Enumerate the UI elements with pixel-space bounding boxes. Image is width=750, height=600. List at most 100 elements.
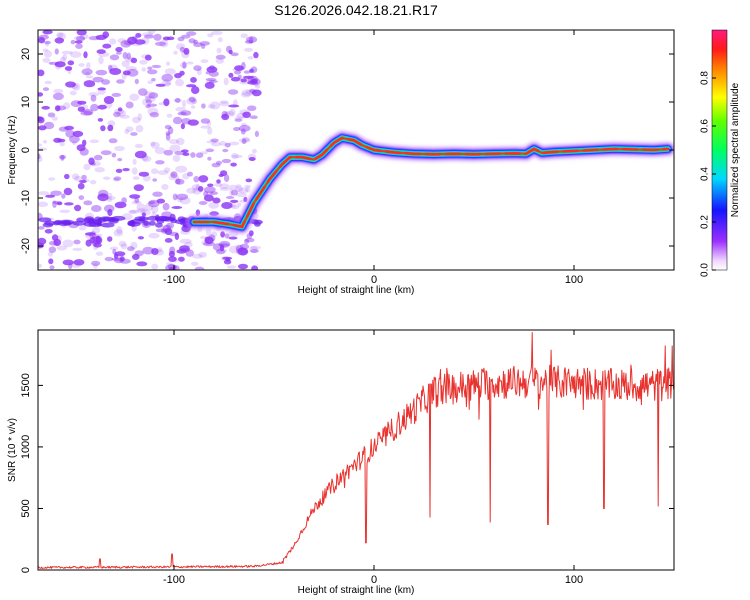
noise-blob <box>161 73 173 82</box>
noise-blob <box>95 236 103 245</box>
noise-blob <box>171 206 183 209</box>
noise-blob <box>83 200 93 206</box>
snr-x-tick-label: 100 <box>565 574 583 586</box>
noise-blob <box>170 171 178 179</box>
noise-blob <box>88 36 101 41</box>
noise-blob <box>144 91 156 99</box>
noise-band-blob <box>72 220 87 226</box>
noise-blob <box>172 116 183 125</box>
noise-blob <box>113 229 124 237</box>
noise-blob <box>216 160 222 165</box>
noise-blob <box>236 192 247 198</box>
noise-blob <box>53 238 62 247</box>
noise-blob <box>240 33 248 39</box>
noise-blob <box>230 199 239 203</box>
noise-blob <box>248 230 254 237</box>
noise-blob <box>241 61 246 70</box>
noise-blob <box>118 240 127 247</box>
noise-blob <box>63 187 73 196</box>
noise-blob <box>43 50 53 58</box>
noise-blob <box>117 107 123 112</box>
noise-blob <box>193 65 202 71</box>
colorbar-label: Normalized spectral amplitude <box>730 82 741 217</box>
noise-blob <box>246 36 258 43</box>
frequency-ridge <box>186 130 674 235</box>
noise-blob <box>59 154 66 160</box>
noise-blob <box>205 77 217 82</box>
noise-blob <box>42 48 49 52</box>
noise-blob <box>166 113 173 118</box>
colorbar-tick-label: 0.6 <box>700 119 711 133</box>
noise-blob <box>78 195 85 201</box>
noise-blob <box>107 208 113 217</box>
noise-band-blob <box>174 219 188 225</box>
noise-blob <box>240 128 246 135</box>
noise-blob <box>69 135 80 144</box>
noise-blob <box>138 88 148 96</box>
noise-blob <box>107 192 113 199</box>
noise-blob <box>248 157 256 161</box>
colorbar-tick-label: 0.2 <box>700 215 711 229</box>
colorbar-tick-label: 0.8 <box>700 71 711 85</box>
spectrogram-x-label: Height of straight line (km) <box>298 285 415 296</box>
noise-blob <box>242 111 251 119</box>
noise-blob <box>147 69 158 75</box>
noise-blob <box>53 88 64 94</box>
noise-blob <box>72 247 83 251</box>
noise-blob <box>88 157 95 165</box>
noise-blob <box>206 190 214 196</box>
noise-blob <box>181 50 190 59</box>
noise-blob <box>233 99 238 107</box>
noise-blob <box>109 246 119 251</box>
noise-blob <box>137 113 142 121</box>
noise-blob <box>175 178 181 185</box>
noise-blob <box>156 198 165 204</box>
noise-blob <box>209 101 221 110</box>
noise-blob <box>144 54 152 61</box>
noise-blob <box>90 94 97 102</box>
noise-blob <box>223 174 230 183</box>
noise-blob <box>45 41 49 47</box>
noise-blob <box>141 67 147 72</box>
noise-blob <box>117 158 123 162</box>
noise-blob <box>175 106 186 112</box>
noise-blob <box>114 201 127 209</box>
noise-band-blob <box>138 216 146 222</box>
noise-blob <box>164 238 173 243</box>
noise-blob <box>95 69 108 76</box>
noise-blob <box>239 109 251 115</box>
noise-blob <box>42 57 51 63</box>
noise-blob <box>239 80 249 85</box>
noise-blob <box>88 92 100 97</box>
noise-blob <box>248 36 254 44</box>
noise-blob <box>204 236 209 243</box>
noise-blob <box>216 47 222 54</box>
noise-blob <box>50 190 62 196</box>
noise-blob <box>107 196 116 201</box>
noise-blob <box>122 52 128 59</box>
noise-blob <box>228 245 241 254</box>
noise-blob <box>48 177 56 181</box>
noise-blob <box>64 66 73 71</box>
noise-blob <box>125 126 134 132</box>
noise-blob <box>208 202 220 209</box>
noise-blob <box>121 72 127 80</box>
noise-blob <box>145 104 151 109</box>
noise-band-blob <box>100 222 115 228</box>
noise-blob <box>90 103 99 112</box>
noise-blob <box>77 100 87 105</box>
noise-blob <box>115 168 123 173</box>
noise-blob <box>174 150 187 156</box>
noise-blob <box>195 152 204 158</box>
noise-blob <box>85 71 90 76</box>
noise-blob <box>244 184 251 188</box>
noise-blob <box>113 176 122 181</box>
noise-blob <box>173 98 182 103</box>
noise-blob <box>45 194 55 198</box>
noise-blob <box>64 202 74 206</box>
noise-blob <box>95 251 104 256</box>
noise-blob <box>203 241 215 247</box>
noise-blob <box>49 265 55 270</box>
noise-blob <box>73 35 86 41</box>
noise-blob <box>120 40 132 48</box>
